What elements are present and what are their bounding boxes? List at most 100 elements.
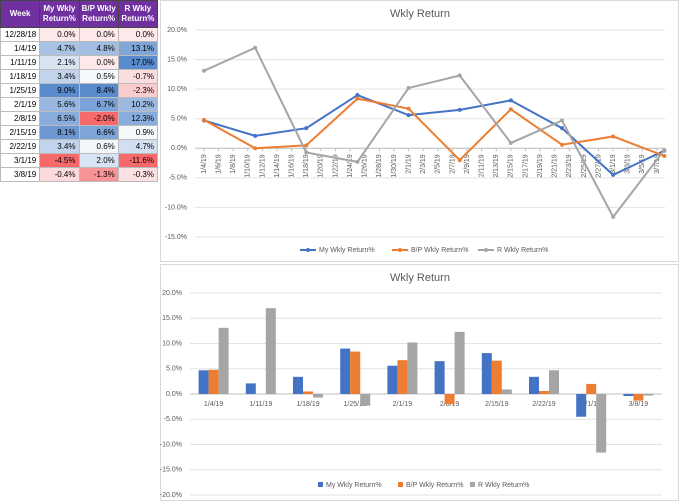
bar	[529, 376, 539, 394]
x-tick-label: 1/12/19	[259, 154, 266, 177]
legend-swatch	[398, 482, 403, 487]
point	[457, 73, 462, 78]
y-tick-label: 15.0%	[162, 315, 182, 322]
y-tick-label: -10.0%	[160, 441, 182, 448]
x-tick-label: 2/8/19	[440, 401, 460, 408]
x-tick-label: 3/8/19	[629, 401, 649, 408]
bar	[313, 394, 323, 398]
value-cell: 6.6%	[78, 125, 119, 140]
value-cell: 0.0%	[78, 27, 119, 42]
week-cell: 2/22/19	[0, 139, 41, 154]
point	[355, 96, 360, 101]
x-tick-label: 1/18/19	[296, 401, 319, 408]
x-tick-label: 2/9/19	[464, 154, 471, 174]
series-line	[203, 93, 665, 177]
bar	[340, 348, 351, 394]
x-tick-label: 1/25/19	[344, 401, 367, 408]
x-tick-label: 2/25/19	[581, 154, 588, 177]
legend-dot	[398, 248, 402, 252]
value-cell: -11.6%	[117, 153, 159, 168]
bar	[293, 376, 303, 394]
y-tick-label: 0.0%	[171, 145, 187, 152]
value-cell: -2.0%	[78, 111, 119, 126]
y-tick-label: -10.0%	[165, 204, 187, 211]
bar	[596, 394, 607, 453]
chart-frame	[160, 0, 679, 262]
point	[355, 93, 360, 98]
series-line	[203, 97, 665, 162]
value-cell: -0.4%	[39, 167, 80, 182]
week-cell: 2/8/19	[0, 111, 41, 126]
x-tick-label: 1/4/19	[204, 401, 224, 408]
value-cell: 13.1%	[117, 41, 159, 56]
legend-label: My Wkly Return%	[319, 247, 375, 254]
bar	[576, 394, 587, 417]
value-cell: 2.0%	[78, 153, 119, 168]
week-cell: 1/25/19	[0, 83, 41, 98]
x-tick-label: 1/26/19	[362, 154, 369, 177]
value-cell: 17.0%	[117, 55, 159, 70]
value-cell: -0.3%	[117, 167, 159, 182]
value-cell: 2.1%	[39, 55, 80, 70]
point	[202, 68, 206, 73]
bar	[208, 369, 219, 394]
value-cell: -4.5%	[39, 153, 80, 168]
bar	[407, 342, 418, 394]
table-row: 2/1/19 5.6% 6.7% 10.2%	[0, 97, 159, 112]
table-row: 1/25/19 9.0% 8.4% -2.3%	[0, 83, 159, 98]
x-tick-label: 1/24/19	[347, 154, 354, 177]
header-row: Week My Wkly Return% B/P Wkly Return% R Wkl…	[0, 0, 159, 28]
bar	[265, 308, 276, 394]
bar	[491, 360, 502, 394]
y-tick-label: 0.0%	[166, 391, 182, 398]
point	[253, 133, 258, 138]
x-tick-label: 3/1/19	[610, 154, 617, 174]
legend-label: B/P Wkly Return%	[406, 482, 463, 489]
table-row: 2/22/19 3.4% 0.6% 4.7%	[0, 139, 159, 154]
value-cell: 10.2%	[117, 97, 159, 112]
x-tick-label: 2/27/19	[595, 154, 602, 177]
value-cell: 5.6%	[39, 97, 80, 112]
x-tick-label: 1/22/19	[332, 154, 339, 177]
table-row: 1/4/19 4.7% 4.8% 13.1%	[0, 41, 159, 56]
x-tick-label: 2/7/19	[449, 154, 456, 174]
value-cell: 0.0%	[39, 27, 80, 42]
table-row: 1/11/19 2.1% 0.0% 17.0%	[0, 55, 159, 70]
x-tick-label: 2/19/19	[537, 154, 544, 177]
bar	[586, 383, 597, 394]
point	[253, 146, 258, 151]
point	[662, 153, 667, 158]
week-cell: 1/11/19	[0, 55, 41, 70]
point	[508, 140, 513, 145]
point	[662, 148, 667, 153]
x-tick-label: 3/1/19	[581, 401, 601, 408]
point	[457, 107, 462, 112]
x-tick-label: 1/30/19	[391, 154, 398, 177]
week-cell: 3/8/19	[0, 167, 41, 182]
point	[406, 113, 411, 118]
bar	[643, 394, 654, 396]
x-tick-label: 1/8/19	[230, 154, 237, 174]
x-tick-label: 2/5/19	[435, 154, 442, 174]
point	[560, 142, 565, 147]
series-line	[203, 46, 666, 219]
x-tick-label: 2/21/19	[552, 154, 559, 177]
value-cell: 8.1%	[39, 125, 80, 140]
x-tick-label: 1/11/19	[249, 401, 272, 408]
x-tick-label: 3/7/19	[654, 154, 661, 174]
table-row: 3/8/19 -0.4% -1.3% -0.3%	[0, 167, 159, 182]
x-tick-label: 2/3/19	[420, 154, 427, 174]
value-cell: 3.4%	[39, 139, 80, 154]
point	[406, 85, 411, 90]
x-tick-label: 1/4/19	[201, 154, 208, 174]
y-tick-label: -5.0%	[164, 416, 182, 423]
column-header: Week	[0, 0, 41, 28]
chart-frame	[160, 264, 679, 501]
x-tick-label: 2/11/19	[478, 154, 485, 177]
x-tick-label: 3/3/19	[625, 154, 632, 174]
value-cell: 6.5%	[39, 111, 80, 126]
value-cell: 4.7%	[117, 139, 159, 154]
table-row: 1/18/19 3.4% 0.5% -0.7%	[0, 69, 159, 84]
point	[304, 126, 309, 131]
